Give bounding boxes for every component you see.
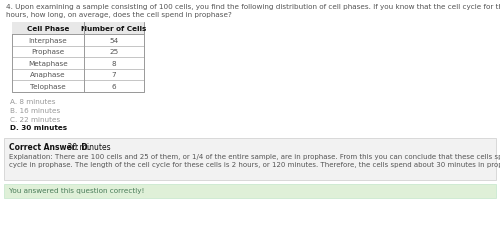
Text: Telophase: Telophase [30,83,66,89]
Text: 7: 7 [112,72,116,78]
Bar [4,138,496,180]
Bar [12,23,144,92]
Bar [12,23,144,35]
Text: Prophase: Prophase [32,49,64,55]
Text: Correct Answer: D.: Correct Answer: D. [9,143,90,152]
Text: Number of Cells: Number of Cells [82,26,146,32]
Text: Anaphase: Anaphase [30,72,66,78]
Text: 4. Upon examining a sample consisting of 100 cells, you find the following distr: 4. Upon examining a sample consisting of… [6,4,500,18]
Text: Metaphase: Metaphase [28,60,68,67]
Text: You answered this question correctly!: You answered this question correctly! [9,188,144,194]
Text: B. 16 minutes: B. 16 minutes [10,108,60,114]
Text: 8: 8 [112,60,116,67]
Text: Cell Phase: Cell Phase [27,26,69,32]
Text: 25: 25 [110,49,118,55]
Text: 30 minutes: 30 minutes [65,143,110,152]
Bar [4,184,496,198]
Text: 6: 6 [112,83,116,89]
Text: Explanation: There are 100 cells and 25 of them, or 1/4 of the entire sample, ar: Explanation: There are 100 cells and 25 … [9,153,500,159]
Text: Interphase: Interphase [28,38,68,44]
Text: 54: 54 [110,38,118,44]
Text: D. 30 minutes: D. 30 minutes [10,124,67,131]
Text: cycle in prophase. The length of the cell cycle for these cells is 2 hours, or 1: cycle in prophase. The length of the cel… [9,161,500,167]
Text: C. 22 minutes: C. 22 minutes [10,116,60,122]
Text: A. 8 minutes: A. 8 minutes [10,99,56,105]
